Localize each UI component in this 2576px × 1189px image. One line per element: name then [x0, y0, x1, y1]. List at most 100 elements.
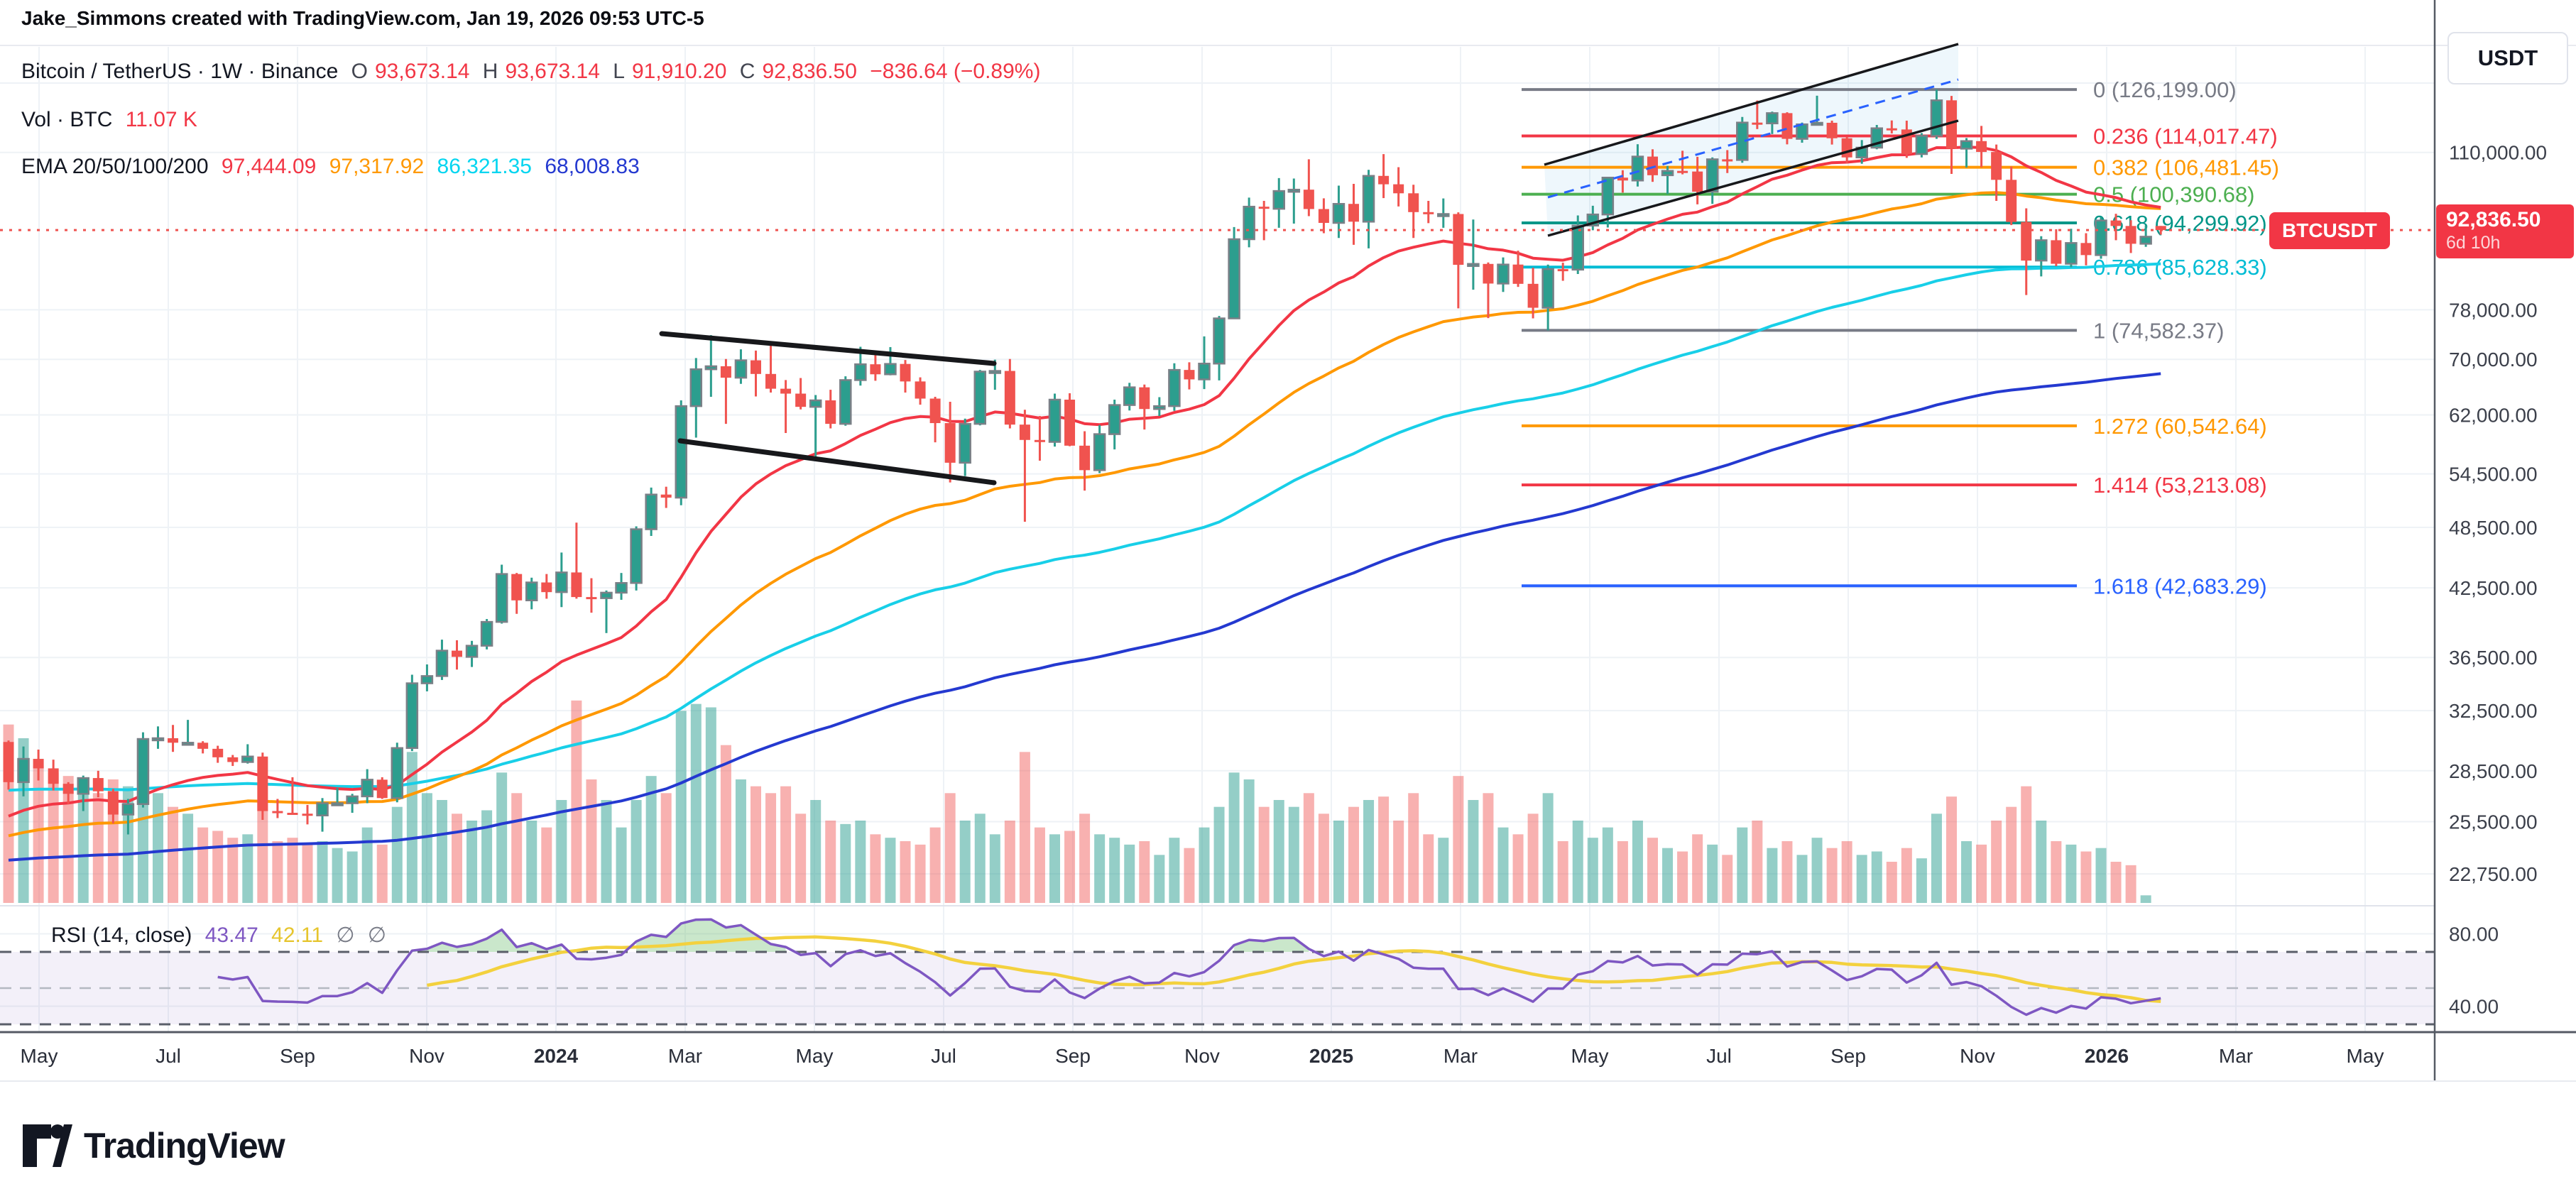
volume-bar — [1139, 840, 1150, 903]
candle-body — [1184, 370, 1195, 380]
candle-body — [1408, 193, 1419, 212]
candle-body — [1467, 263, 1480, 268]
volume-bar — [959, 820, 971, 903]
volume-bar — [1363, 799, 1375, 903]
candle-body — [1766, 112, 1779, 125]
volume-bar — [92, 793, 104, 903]
volume-bar — [810, 799, 822, 903]
candle-body — [241, 755, 254, 763]
tradingview-logo-icon — [23, 1124, 72, 1167]
candle-body — [1093, 433, 1106, 471]
volume-bar — [197, 827, 209, 903]
candle-body — [884, 363, 897, 376]
volume-bar — [929, 827, 941, 903]
change-value: −836.64 (−0.89%) — [870, 60, 1041, 83]
candle-body — [1048, 398, 1061, 443]
volume-bar — [1393, 820, 1404, 903]
candle-body — [1228, 238, 1240, 319]
volume-bar — [675, 711, 687, 903]
candle-body — [1332, 202, 1346, 224]
descending-channel-line[interactable] — [677, 438, 997, 486]
volume-series — [3, 700, 2151, 903]
volume-bar — [1856, 855, 1867, 903]
ema20-value: 97,444.09 — [221, 155, 317, 178]
ema-200-line — [8, 372, 2161, 862]
price-tick-label: 36,500.00 — [2449, 647, 2538, 669]
low-label: L — [613, 60, 625, 83]
candlestick-series — [3, 89, 2166, 835]
volume-bar — [511, 793, 523, 903]
volume-label: Vol · BTC — [21, 108, 113, 131]
volume-bar — [2140, 895, 2151, 903]
candle-body — [689, 368, 703, 407]
ema-legend-row[interactable]: EMA 20/50/100/200 97,444.09 97,317.92 86… — [21, 155, 647, 179]
candle-body — [1423, 212, 1434, 214]
candle-body — [405, 682, 419, 750]
volume-bar — [855, 820, 866, 903]
volume-bar — [2110, 861, 2122, 903]
candle-body — [900, 363, 911, 382]
ascending-channel-line[interactable] — [1544, 43, 1959, 166]
candle-body — [1168, 368, 1181, 407]
candle-body — [1348, 204, 1359, 222]
volume-bar — [2095, 848, 2107, 903]
volume-bar — [1169, 838, 1180, 903]
candle-body — [704, 365, 718, 371]
volume-bar — [1572, 820, 1583, 903]
volume-bar — [720, 745, 731, 903]
price-axis[interactable]: 110,000.00 78,000.00 70,000.00 62,000.00 54,… — [2449, 142, 2547, 1018]
fib-level-label: 0 (126,199.00) — [2093, 77, 2237, 102]
candle-body — [1213, 317, 1226, 365]
descending-channel-line[interactable] — [659, 331, 997, 366]
candle-body — [361, 779, 373, 798]
candle-body — [465, 645, 479, 658]
volume-bar — [1468, 799, 1479, 903]
fib-retracement[interactable]: 0 (126,199.00) 0.236 (114,017.47) 0.382 (1… — [1522, 77, 2279, 598]
candle-body — [2021, 221, 2032, 261]
volume-bar — [1408, 793, 1419, 903]
rsi-tick-label: 40.00 — [2449, 996, 2499, 1018]
candle-body — [1661, 170, 1674, 177]
volume-bar — [1692, 834, 1703, 903]
candle-body — [780, 388, 792, 394]
volume-bar — [168, 806, 179, 903]
tradingview-logo[interactable]: TradingView — [21, 1123, 285, 1168]
candle-body — [511, 574, 523, 601]
ascending-channel-line[interactable] — [1547, 119, 1959, 237]
candle-body — [1198, 362, 1211, 380]
candle-body — [1571, 224, 1584, 271]
volume-bar — [900, 840, 911, 903]
rsi-legend-row[interactable]: RSI (14, close) 43.47 42.11 ∅ ∅ — [51, 923, 393, 948]
volume-bar — [1438, 838, 1449, 903]
candle-body — [1303, 190, 1314, 209]
rsi-tick-label: 80.00 — [2449, 924, 2499, 946]
volume-bar — [1617, 840, 1628, 903]
candle-body — [331, 802, 344, 806]
volume-bar — [1961, 840, 1972, 903]
candle-body — [571, 572, 582, 598]
candle-body — [316, 802, 329, 817]
time-axis[interactable]: May Jul Sep Nov 2024 Mar May Jul Sep Nov 2025 Mar Ma… — [21, 1045, 2384, 1067]
candle-body — [92, 778, 104, 791]
volume-bar — [1946, 796, 1957, 903]
volume-bar — [1348, 806, 1359, 903]
candle-body — [1886, 128, 1897, 131]
symbol-legend-row[interactable]: Bitcoin / TetherUS · 1W · Binance O 93,67… — [21, 60, 1047, 84]
volume-bar — [586, 779, 597, 903]
axis-currency-button[interactable]: USDT — [2447, 32, 2568, 84]
volume-bar — [317, 840, 328, 903]
candle-body — [660, 494, 672, 498]
candle-body — [376, 779, 388, 799]
candle-body — [1318, 209, 1329, 224]
bar-countdown: 6d 10h — [2446, 233, 2501, 253]
volume-bar — [1378, 796, 1390, 903]
volume-bar — [287, 838, 298, 903]
volume-bar — [885, 838, 896, 903]
volume-legend-row[interactable]: Vol · BTC 11.07 K — [21, 108, 204, 132]
volume-bar — [332, 848, 343, 903]
volume-bar — [1333, 820, 1344, 903]
candle-body — [1930, 99, 1943, 137]
fib-level-label: 1.414 (53,213.08) — [2093, 473, 2267, 498]
volume-bar — [272, 840, 283, 903]
